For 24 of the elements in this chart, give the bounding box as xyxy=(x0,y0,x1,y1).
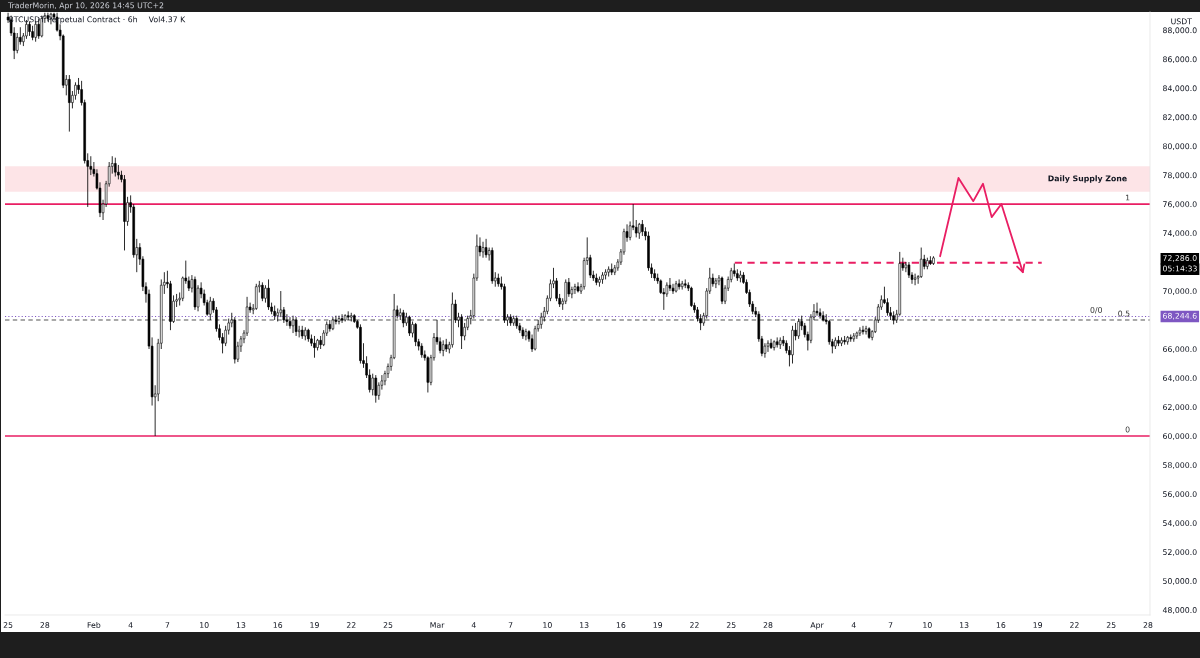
candlestick xyxy=(573,283,577,295)
candlestick xyxy=(481,241,485,259)
candlestick xyxy=(337,315,341,325)
candlestick xyxy=(821,310,825,322)
candlestick xyxy=(279,290,283,318)
candlestick xyxy=(720,276,724,305)
candlestick xyxy=(733,263,736,277)
candlestick xyxy=(484,238,488,259)
candlestick xyxy=(288,316,292,330)
candlestick xyxy=(521,326,525,340)
candlestick xyxy=(291,315,295,334)
candlestick xyxy=(294,316,298,337)
candlestick xyxy=(861,325,865,335)
candlestick xyxy=(714,277,718,289)
candlestick xyxy=(815,302,819,317)
candlestick xyxy=(576,281,580,293)
candlestick xyxy=(858,326,862,337)
candlestick xyxy=(255,283,258,311)
candlestick xyxy=(567,277,571,298)
candlestick xyxy=(371,373,374,396)
candlestick xyxy=(913,273,917,286)
candlestick xyxy=(864,325,868,335)
candlestick xyxy=(570,286,574,299)
candlestick xyxy=(114,157,117,177)
